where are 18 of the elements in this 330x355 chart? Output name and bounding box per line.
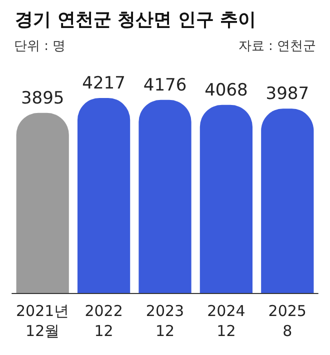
chart-title: 경기 연천군 청산면 인구 추이 bbox=[15, 10, 256, 30]
bar bbox=[77, 98, 130, 293]
chart-subtitle: 단위 : 명 bbox=[14, 39, 66, 54]
bar bbox=[261, 108, 314, 293]
data-label: 4217 bbox=[82, 74, 126, 94]
x-tick-label: 2023 12 bbox=[146, 302, 184, 340]
x-tick-label: 2021년 12월 bbox=[16, 302, 70, 340]
text: 자료 : 연천군 bbox=[238, 39, 316, 54]
data-label: 3895 bbox=[20, 88, 64, 108]
x-tick-label: 2025 8 bbox=[268, 302, 306, 340]
bar bbox=[16, 112, 69, 293]
bar bbox=[200, 104, 253, 293]
bar bbox=[138, 100, 192, 293]
x-tick-label: 2024 12 bbox=[207, 302, 246, 340]
data-label: 4068 bbox=[204, 80, 248, 100]
data-label: 3987 bbox=[266, 84, 310, 104]
data-label: 4176 bbox=[143, 75, 187, 96]
x-tick-label: 2022 12 bbox=[84, 302, 123, 340]
